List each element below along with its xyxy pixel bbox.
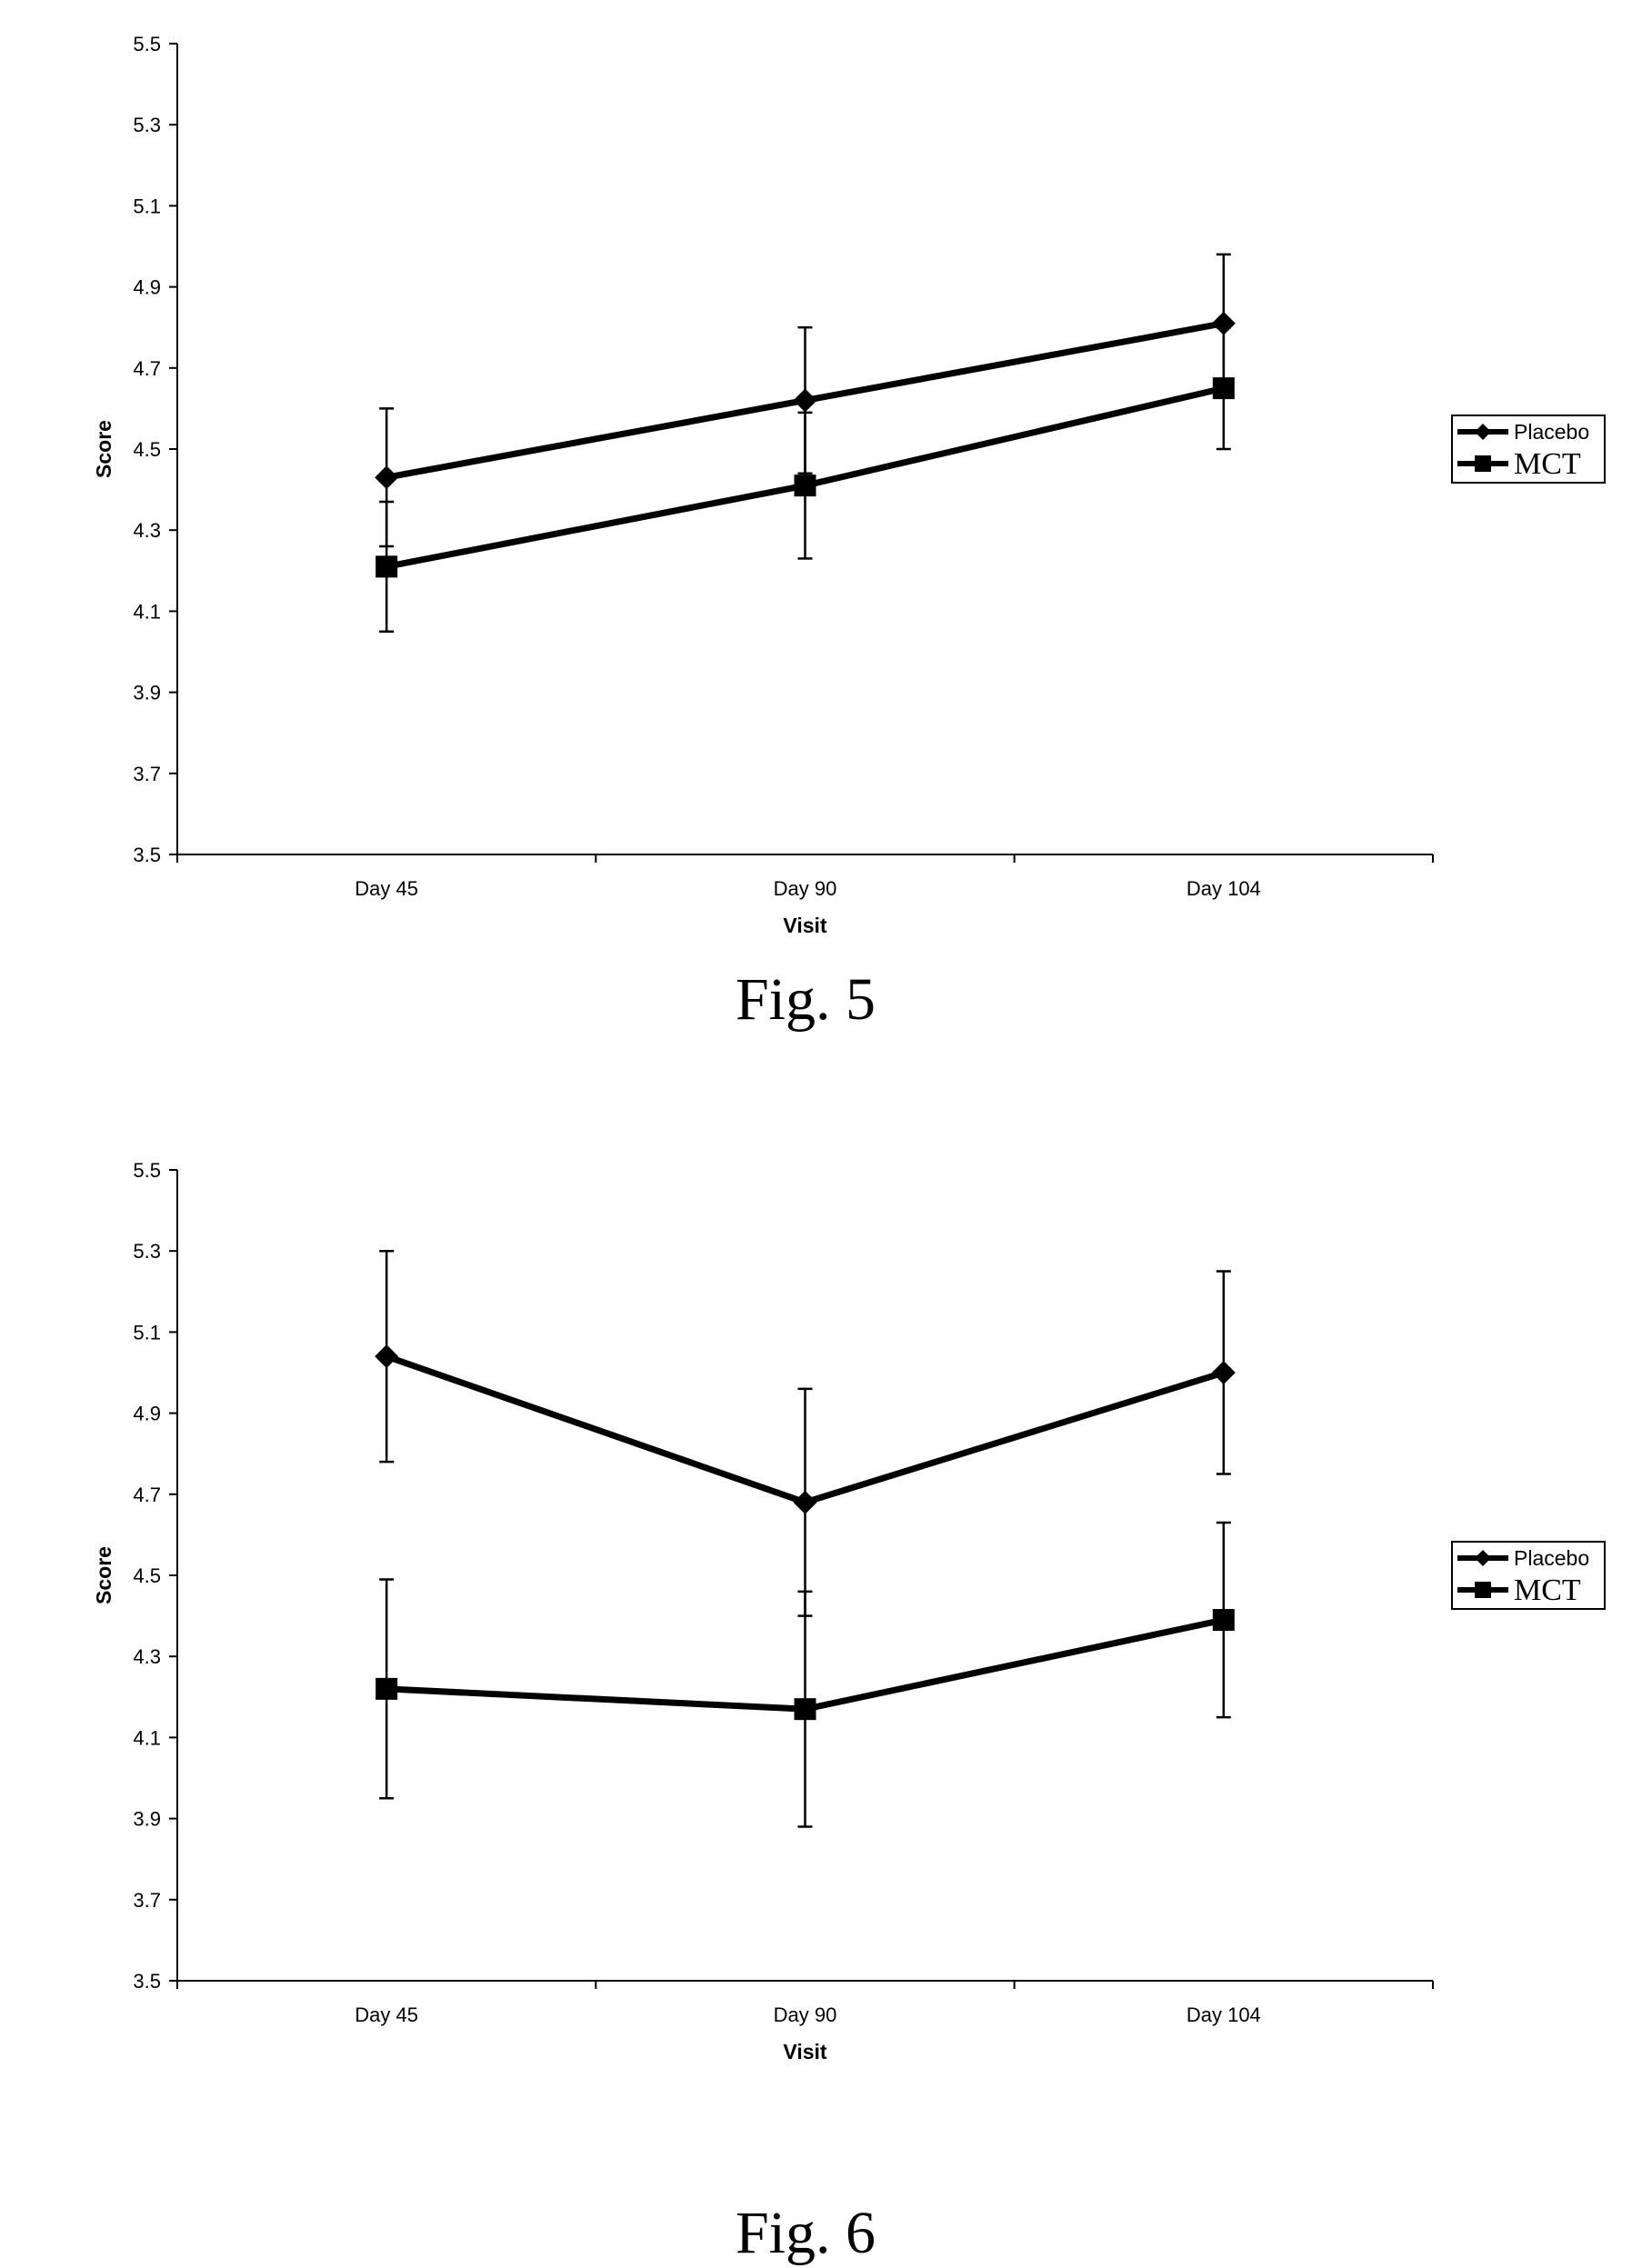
y-tick-label: 3.7 xyxy=(133,1889,161,1912)
y-tick-label: 4.1 xyxy=(133,1726,161,1749)
legend: Placebo MCT xyxy=(1452,1542,1605,1609)
x-tick-label: Day 45 xyxy=(355,877,418,900)
legend: Placebo MCT xyxy=(1452,415,1605,483)
legend-label: MCT xyxy=(1514,447,1581,481)
y-tick-label: 5.3 xyxy=(133,114,161,136)
y-tick-label: 4.7 xyxy=(133,1484,161,1506)
y-tick-label: 4.3 xyxy=(133,519,161,542)
series-placebo xyxy=(375,1251,1236,1615)
figure-caption: Fig. 6 xyxy=(0,2199,1611,2268)
data-point-square xyxy=(375,555,397,577)
x-tick-label: Day 45 xyxy=(355,2003,418,2026)
y-axis-title: Score xyxy=(92,420,115,478)
data-point-square xyxy=(1213,377,1235,399)
y-tick-label: 4.5 xyxy=(133,438,161,461)
y-tick-label: 4.3 xyxy=(133,1645,161,1668)
legend-label: MCT xyxy=(1514,1574,1581,1607)
legend-label: Placebo xyxy=(1514,1546,1589,1570)
line-chart-fig5: 3.5 3.7 3.9 4.1 4.3 4.5 4.7 4.9 5.1 5.3 5.5 Day 45 D… xyxy=(0,0,1642,1126)
y-tick-label: 3.5 xyxy=(133,844,161,866)
data-point-diamond xyxy=(794,388,817,412)
y-tick-label: 5.5 xyxy=(133,1159,161,1182)
y-tick-label: 5.1 xyxy=(133,195,161,217)
legend-marker-square xyxy=(1475,455,1491,472)
legend-marker-square xyxy=(1475,1582,1491,1598)
data-point-square xyxy=(795,475,816,496)
y-tick-label: 5.5 xyxy=(133,33,161,55)
y-tick-label: 5.1 xyxy=(133,1321,161,1344)
x-axis-title: Visit xyxy=(783,2040,826,2063)
y-tick-label: 3.9 xyxy=(133,1808,161,1831)
data-point-square xyxy=(375,1678,397,1700)
y-tick-label: 4.1 xyxy=(133,600,161,623)
data-point-square xyxy=(795,1698,816,1720)
axes: 3.5 3.7 3.9 4.1 4.3 4.5 4.7 4.9 5.1 5.3 5.5 Day 45 D… xyxy=(92,33,1433,937)
y-tick-label: 4.7 xyxy=(133,357,161,380)
y-tick-label: 5.3 xyxy=(133,1240,161,1263)
y-tick-label: 4.9 xyxy=(133,276,161,299)
y-tick-label: 4.5 xyxy=(133,1564,161,1587)
figure-5: 3.5 3.7 3.9 4.1 4.3 4.5 4.7 4.9 5.1 5.3 5.5 Day 45 D… xyxy=(0,0,1642,1126)
data-point-diamond xyxy=(794,1491,817,1514)
data-point-diamond xyxy=(375,465,398,489)
figure-6: 3.5 3.7 3.9 4.1 4.3 4.5 4.7 4.9 5.1 5.3 5.5 Day 45 D… xyxy=(0,1126,1642,2253)
legend-label: Placebo xyxy=(1514,420,1589,444)
data-point-diamond xyxy=(1212,1361,1236,1384)
y-axis-title: Score xyxy=(92,1546,115,1604)
y-tick-label: 3.5 xyxy=(133,1970,161,1993)
data-point-square xyxy=(1213,1609,1235,1631)
data-point-diamond xyxy=(375,1344,398,1368)
x-tick-label: Day 90 xyxy=(774,877,837,900)
x-tick-label: Day 104 xyxy=(1186,2003,1261,2026)
line-chart-fig6: 3.5 3.7 3.9 4.1 4.3 4.5 4.7 4.9 5.1 5.3 5.5 Day 45 D… xyxy=(0,1126,1642,2253)
x-axis-title: Visit xyxy=(783,914,826,937)
y-tick-label: 3.9 xyxy=(133,682,161,704)
x-tick-label: Day 104 xyxy=(1186,877,1261,900)
y-tick-label: 4.9 xyxy=(133,1403,161,1425)
x-tick-label: Day 90 xyxy=(774,2003,837,2026)
y-tick-label: 3.7 xyxy=(133,763,161,785)
figure-caption: Fig. 5 xyxy=(0,965,1611,1034)
